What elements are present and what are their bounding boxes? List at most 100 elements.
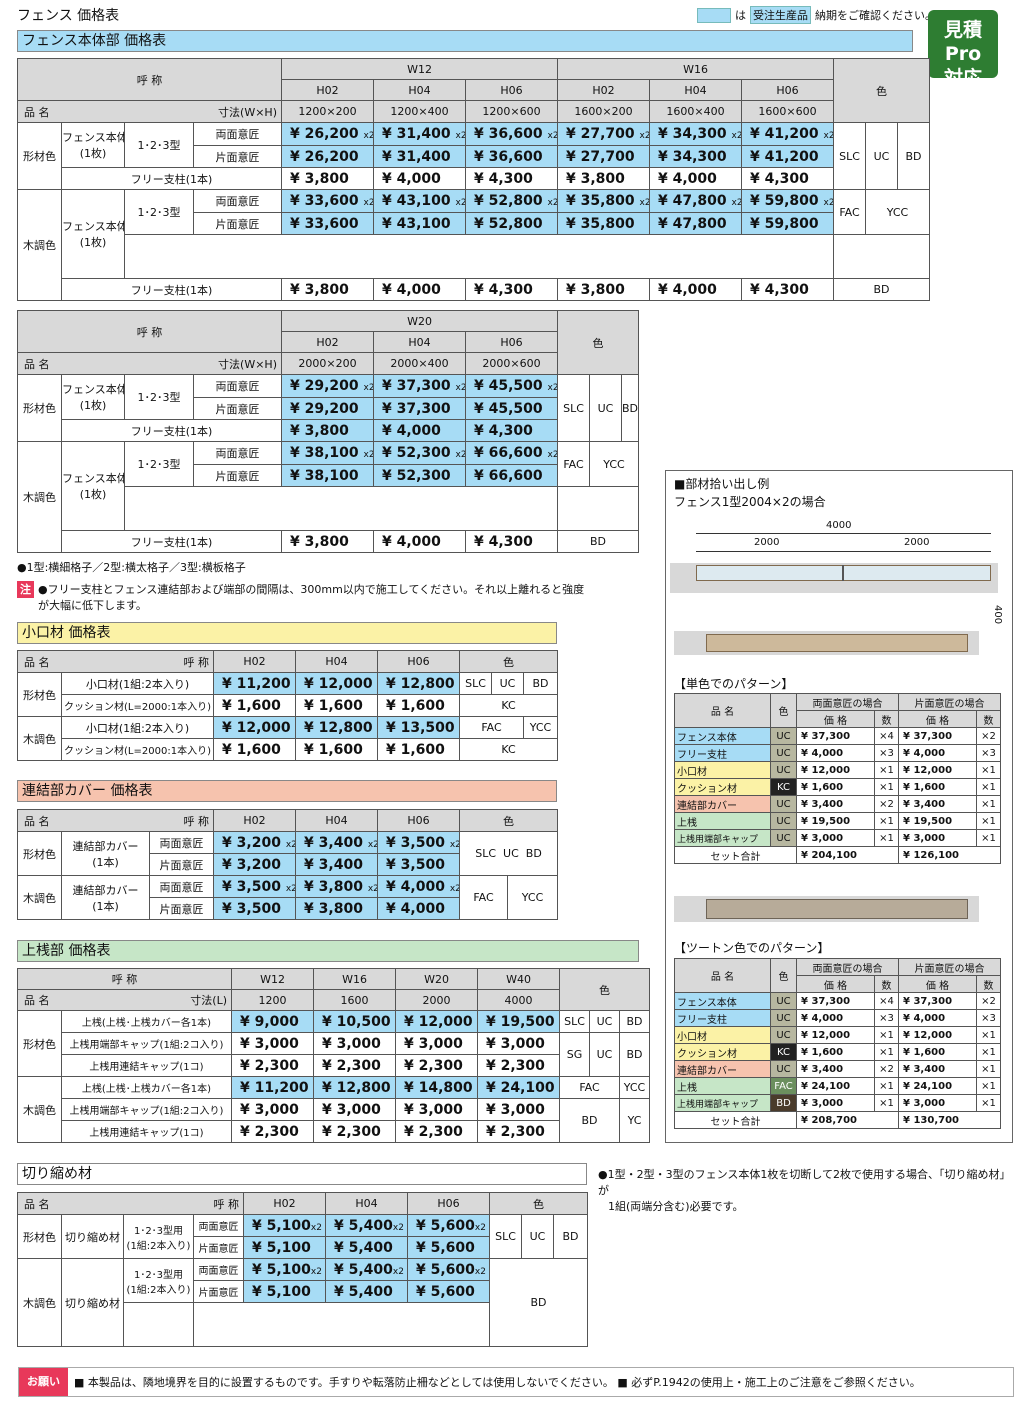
sunpou-label: 寸法(L) — [190, 994, 227, 1007]
mokucho-label: 木調色 — [17, 716, 62, 761]
page-title: フェンス 価格表 — [17, 8, 120, 24]
row-qty: ×1 — [976, 1026, 1001, 1044]
h02-header: H02 — [213, 650, 296, 673]
price-cell: ¥ 5,400x2 — [325, 1214, 408, 1237]
hinmei-sunpou: 品 名 寸法(W×H) — [17, 100, 282, 123]
row-color: UC — [770, 727, 797, 745]
color-sg: SG — [559, 1032, 590, 1077]
fence-body-text: フェンス本体 — [62, 472, 125, 485]
color-fac: FAC — [459, 875, 509, 920]
x2-mark: x2 — [367, 839, 377, 850]
hinmei-label: 品 名 — [24, 1197, 50, 1211]
color-fac: FAC — [557, 441, 590, 487]
total-katamen: ¥ 126,100 — [898, 846, 1001, 864]
w12-header: W12 — [281, 58, 558, 80]
mokucho-label: 木調色 — [17, 189, 62, 301]
dim-line — [696, 533, 991, 534]
h02-header: H02 — [281, 79, 374, 101]
mokucho-label: 木調色 — [17, 1076, 62, 1143]
price-cell: ¥ 12,800 — [295, 716, 378, 739]
dim-line — [696, 551, 991, 552]
size-cell: 1200×200 — [281, 100, 374, 123]
price-cell: ¥ 3,800 — [281, 167, 374, 190]
row-qty: ×1 — [976, 812, 1001, 830]
price-cell: ¥ 4,000 — [377, 897, 461, 920]
set-text: (1組:2本入り) — [126, 1240, 191, 1252]
price-cell: ¥ 59,800 — [741, 212, 834, 235]
price-cell: ¥ 1,600 — [295, 694, 378, 717]
dim-total: 4000 — [826, 520, 852, 531]
legend-is: は — [735, 9, 746, 22]
price-cell: ¥ 3,000 — [231, 1032, 314, 1055]
h06-header: H06 — [465, 331, 558, 353]
price: ¥ 45,500 — [474, 378, 543, 394]
katamen-label: 片面意匠 — [193, 397, 282, 420]
color-kc: KC — [459, 738, 558, 761]
price: ¥ 33,600 — [290, 193, 359, 209]
yobi-label: 呼 称 — [213, 1197, 240, 1211]
price-cell: ¥ 26,200 — [281, 145, 374, 168]
price-cell: ¥ 5,100x2 — [243, 1258, 326, 1281]
h06-header: H06 — [377, 809, 461, 832]
price: ¥ 26,200 — [290, 126, 359, 142]
row-name: フリー支柱 — [674, 744, 771, 762]
price-cell: ¥ 19,500 — [477, 1010, 560, 1033]
price-cell: ¥ 3,000 — [477, 1098, 560, 1121]
x2-mark: x2 — [449, 883, 459, 894]
row-price: ¥ 3,000 — [796, 829, 875, 847]
color-bd: BD — [621, 374, 639, 442]
hinmei-yobi: 品 名呼 称 — [17, 650, 214, 673]
fence-w20-table: 呼 称 W20 色 H02 H04 H06 品 名寸法(W×H) 2000×200 200… — [17, 310, 639, 553]
color-header: 色 — [459, 809, 559, 832]
fence-twotone-illustration — [706, 899, 968, 919]
price-cell: ¥ 1,600 — [295, 738, 378, 761]
price-cell: ¥ 5,100 — [243, 1236, 326, 1259]
row-price: ¥ 1,600 — [796, 778, 875, 796]
w16-header: W16 — [557, 58, 834, 80]
price-header: 価 格 — [796, 710, 875, 728]
size-cell: 1600×600 — [741, 100, 834, 123]
row-price: ¥ 37,300 — [898, 727, 977, 745]
price-cell: ¥ 4,300 — [741, 167, 834, 190]
koguchi-band: 小口材 価格表 — [17, 622, 557, 644]
price-cell: ¥ 29,200 x2 — [281, 374, 374, 398]
row-color: UC — [770, 761, 797, 779]
price: ¥ 3,400 — [304, 834, 363, 851]
x2-mark: x2 — [639, 198, 650, 208]
row-name: 上桟 — [674, 812, 771, 830]
x2-mark: x2 — [363, 450, 374, 460]
yobi-label: 呼 称 — [183, 655, 210, 669]
price-cell: ¥ 45,500 x2 — [465, 374, 558, 398]
uwasan-table: 呼 称 W12 W16 W20 W40 色 品 名 寸法(L) 1200 1600 2000 400… — [17, 968, 650, 1143]
one-sheet-text: (1枚) — [79, 488, 107, 501]
price-cell: ¥ 34,300 — [649, 145, 742, 168]
x2-mark: x2 — [455, 450, 466, 460]
row-qty: ×2 — [976, 727, 1001, 745]
x2-mark: x2 — [392, 1222, 404, 1233]
cover-item: 連結部カバー (1本) — [61, 875, 150, 920]
row-price: ¥ 12,000 — [898, 761, 977, 779]
price-cell: ¥ 4,300 — [741, 278, 834, 301]
fence-body-label: フェンス本体 (1枚) — [61, 122, 125, 168]
x2-mark: x2 — [547, 383, 558, 393]
price: ¥ 43,100 — [382, 193, 451, 209]
price-cell: ¥ 4,300 — [465, 530, 558, 553]
row-qty: ×2 — [874, 1060, 899, 1078]
mokucho-label: 木調色 — [17, 441, 62, 553]
length-cell: 1600 — [313, 989, 396, 1011]
color-header: 色 — [770, 693, 797, 728]
color-header: 色 — [557, 310, 639, 375]
pro-badge-line2: 対応 — [943, 67, 982, 89]
price-cell: ¥ 2,300 — [477, 1054, 560, 1077]
length-cell: 4000 — [477, 989, 560, 1011]
row-price: ¥ 37,300 — [796, 992, 875, 1010]
x2-mark: x2 — [547, 198, 558, 208]
kirichijime-table: 品 名 呼 称 H02 H04 H06 色 形材色 切り縮め材 1･2･3型用 (1組:2本入り… — [17, 1192, 588, 1347]
color-fac: FAC — [833, 189, 866, 235]
color-header: 色 — [770, 958, 797, 993]
row-price: ¥ 19,500 — [796, 812, 875, 830]
h06-header: H06 — [741, 79, 834, 101]
price-cell: ¥ 3,000 — [313, 1098, 396, 1121]
use-text: 1･2･3型用 — [133, 1269, 184, 1281]
price-cell: ¥ 3,500 x2 — [213, 875, 297, 898]
